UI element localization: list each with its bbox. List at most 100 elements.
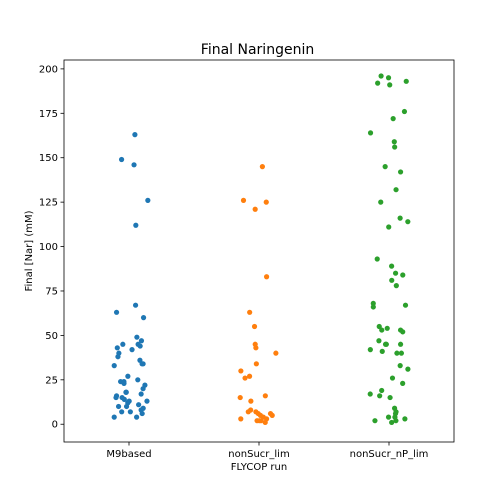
data-point	[387, 82, 393, 88]
data-point	[247, 309, 253, 315]
data-point	[240, 197, 247, 203]
data-point	[398, 350, 404, 356]
data-point	[402, 416, 408, 422]
x-tick-label: nonSucr_nP_lim	[350, 449, 429, 460]
data-point	[376, 338, 382, 344]
data-point	[140, 386, 146, 392]
plot-area	[63, 59, 455, 443]
data-point	[400, 272, 406, 278]
data-point	[252, 206, 258, 212]
data-point	[401, 108, 408, 115]
data-point	[378, 73, 384, 79]
data-point	[403, 78, 409, 84]
data-point	[367, 391, 373, 397]
data-point	[393, 283, 399, 289]
data-point	[127, 409, 133, 415]
data-point	[367, 130, 374, 136]
data-point	[242, 375, 248, 381]
data-point	[131, 162, 137, 168]
data-point	[397, 215, 403, 221]
data-point	[262, 419, 268, 426]
data-point	[114, 345, 120, 351]
data-point	[370, 304, 376, 310]
y-tick-label: 175	[39, 109, 58, 120]
data-point	[132, 132, 138, 138]
y-axis: 0 25 50 75 100 125 150 175 200	[39, 64, 64, 431]
data-point	[113, 309, 120, 315]
data-point	[393, 418, 399, 424]
data-point	[119, 409, 125, 415]
data-point	[389, 263, 395, 269]
data-point	[139, 361, 145, 367]
chart-title: Final Naringenin	[201, 42, 314, 58]
data-point	[262, 393, 268, 399]
data-point	[246, 373, 253, 379]
data-point	[385, 414, 392, 420]
data-point	[382, 164, 388, 170]
y-axis-label: Final [Nar] (mM)	[24, 210, 35, 291]
data-point	[367, 347, 373, 353]
data-point	[121, 396, 127, 402]
data-point	[390, 116, 396, 122]
data-point	[111, 414, 117, 420]
data-point	[259, 164, 265, 170]
data-point	[129, 347, 135, 353]
data-point	[389, 277, 395, 283]
data-point	[397, 363, 403, 369]
data-point	[145, 197, 151, 203]
data-point	[397, 341, 404, 347]
data-point	[391, 139, 397, 145]
data-point	[392, 270, 399, 276]
data-point	[138, 338, 145, 344]
data-point	[144, 398, 150, 404]
x-tick-label: M9based	[106, 449, 151, 460]
data-point	[113, 394, 119, 401]
data-point	[386, 224, 392, 230]
y-tick-label: 200	[39, 64, 58, 75]
y-tick-label: 150	[39, 153, 58, 164]
x-tick-label: nonSucr_lim	[228, 449, 289, 460]
x-axis: M9based nonSucr_lim nonSucr_nP_lim	[106, 442, 428, 460]
data-point	[269, 412, 275, 418]
y-tick-label: 50	[45, 331, 58, 342]
y-tick-label: 75	[45, 286, 58, 297]
data-point	[392, 144, 398, 150]
data-point	[379, 348, 385, 354]
data-point	[121, 380, 127, 386]
data-point	[263, 199, 269, 205]
data-point	[389, 419, 395, 426]
data-point	[375, 80, 381, 86]
y-tick-label: 125	[39, 198, 58, 209]
data-point	[389, 375, 396, 381]
data-point	[405, 366, 411, 372]
data-point	[385, 75, 392, 81]
data-point	[402, 302, 409, 308]
y-tick-label: 100	[39, 242, 58, 253]
data-point	[379, 387, 385, 394]
data-point	[379, 327, 385, 333]
y-tick-label: 0	[52, 420, 58, 431]
data-point	[137, 343, 143, 349]
data-point	[118, 156, 125, 163]
data-point	[393, 187, 399, 193]
data-point	[378, 199, 384, 205]
data-point	[135, 377, 141, 383]
data-point	[405, 219, 411, 225]
data-point	[238, 368, 244, 374]
data-point	[120, 341, 126, 347]
data-point	[253, 345, 259, 351]
data-point	[372, 418, 378, 424]
data-point	[377, 393, 383, 399]
x-axis-label: FLYCOP run	[231, 462, 287, 473]
data-point	[123, 389, 129, 395]
data-point	[273, 350, 279, 356]
data-point	[394, 350, 400, 356]
data-points	[111, 73, 411, 426]
data-point	[374, 256, 380, 262]
data-point	[253, 361, 259, 367]
y-tick-label: 25	[45, 375, 58, 386]
data-point	[140, 315, 147, 321]
data-point	[111, 363, 117, 369]
data-point	[134, 334, 140, 340]
data-point	[237, 394, 243, 401]
